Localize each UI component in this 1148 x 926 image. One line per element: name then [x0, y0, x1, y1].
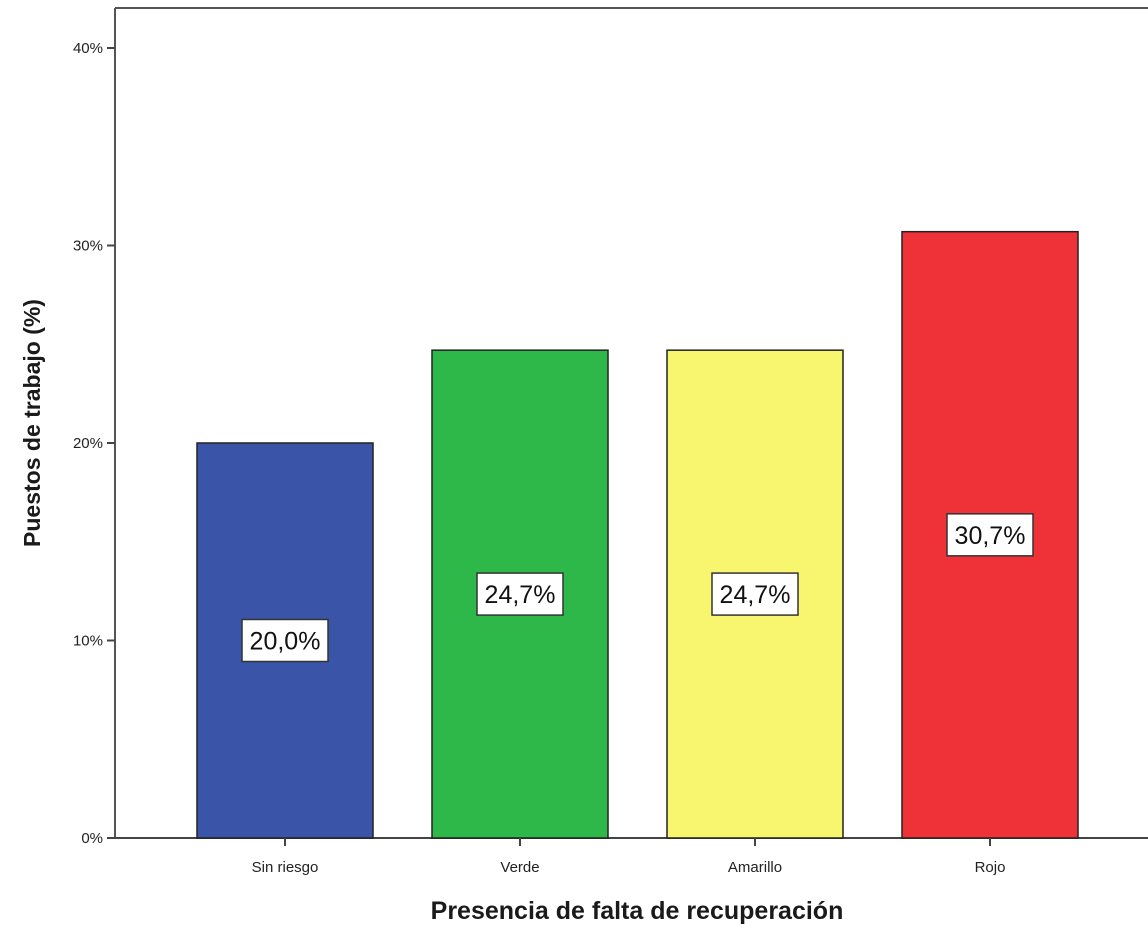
y-axis-title: Puestos de trabajo (%)	[19, 299, 45, 547]
x-tick-label: Verde	[500, 859, 539, 876]
y-axis-ticks: 0% 10% 20% 30% 40%	[73, 40, 115, 847]
data-label-box	[946, 513, 1034, 557]
x-tick-label: Sin riesgo	[252, 859, 319, 876]
x-axis-ticks: Sin riesgo Verde Amarillo Rojo	[252, 838, 1006, 876]
y-tick-label: 10%	[73, 633, 103, 650]
data-label: 24,7%	[720, 581, 791, 609]
y-tick-label: 30%	[73, 238, 103, 255]
data-label-box	[711, 572, 799, 616]
x-axis-title: Presencia de falta de recuperación	[431, 897, 844, 925]
x-tick-label: Amarillo	[728, 859, 782, 876]
y-tick-label: 0%	[81, 830, 103, 847]
data-label-box	[476, 572, 564, 616]
y-tick-label: 40%	[73, 40, 103, 57]
data-label-box	[241, 618, 329, 663]
x-tick-label: Rojo	[975, 859, 1006, 876]
bars	[196, 230, 1079, 839]
data-label: 24,7%	[485, 581, 556, 609]
data-label: 30,7%	[955, 522, 1026, 550]
data-label: 20,0%	[250, 628, 321, 656]
y-tick-label: 20%	[73, 435, 103, 452]
data-labels: 20,0% 24,7% 24,7% 30,7%	[241, 513, 1034, 663]
